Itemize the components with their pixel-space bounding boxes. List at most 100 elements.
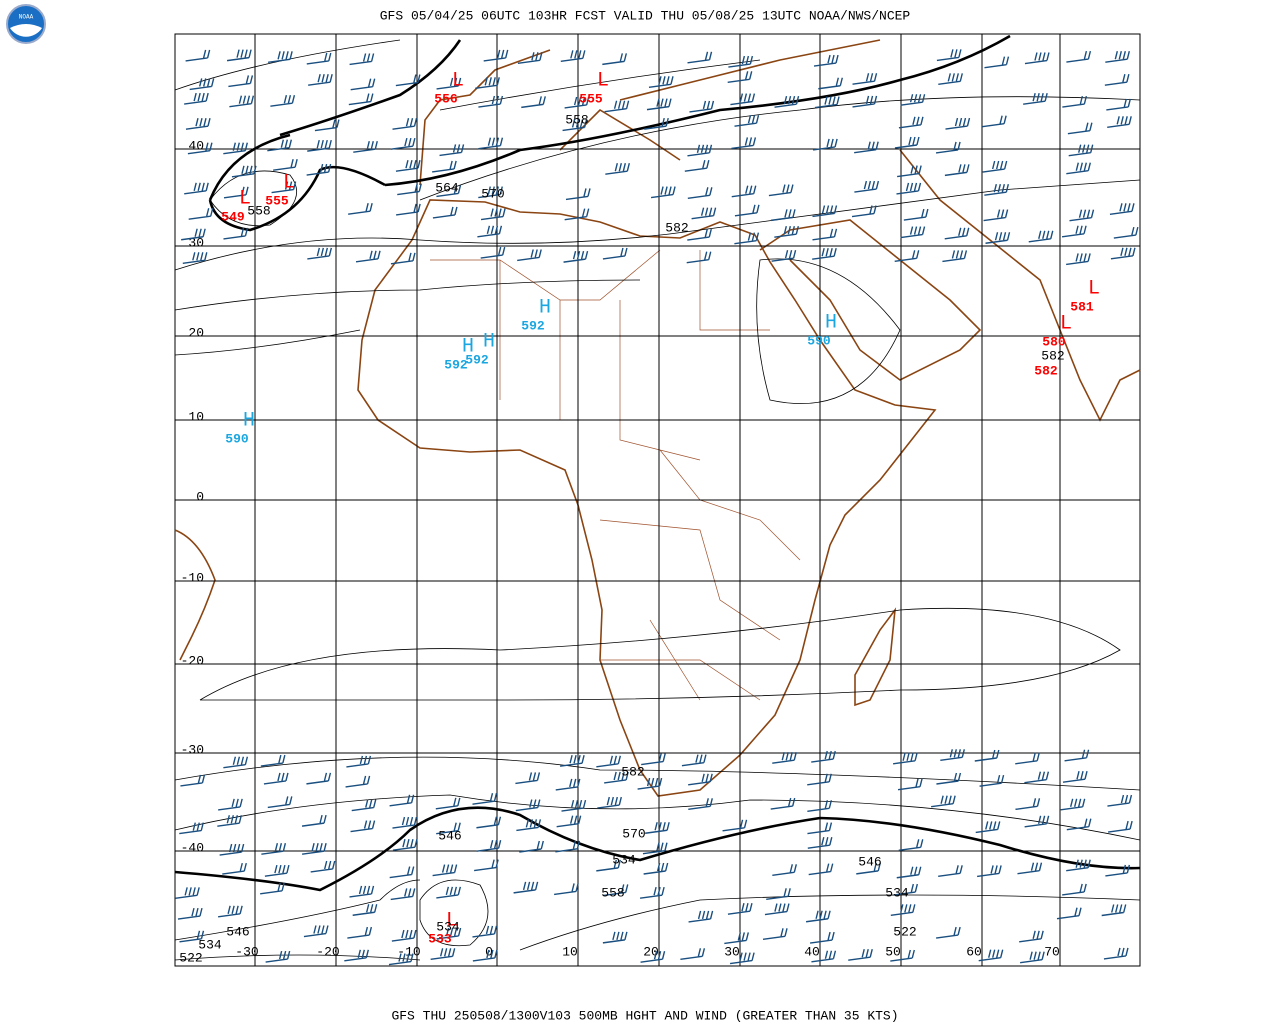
height-contour	[174, 879, 1141, 961]
wind-barb	[474, 859, 499, 872]
wind-barb	[646, 98, 672, 111]
wind-barb	[1104, 74, 1130, 86]
contour-label: 534	[198, 937, 222, 952]
wind-barb	[938, 865, 963, 878]
wind-barb	[392, 839, 418, 851]
longitude-label: 50	[885, 944, 901, 959]
wind-barb	[350, 820, 376, 833]
wind-barb	[432, 160, 457, 173]
wind-barb	[1113, 226, 1139, 239]
latitude-label: -40	[181, 840, 204, 855]
wind-barb	[645, 822, 670, 834]
wind-barb	[811, 950, 837, 963]
wind-barb	[596, 859, 621, 872]
wind-barb	[1060, 798, 1086, 811]
wind-barb	[1066, 818, 1092, 831]
wind-barb	[974, 749, 1000, 762]
wind-barb	[931, 795, 956, 808]
center-symbol: H	[462, 335, 474, 358]
contour-label: 534	[612, 852, 636, 867]
wind-barb	[897, 165, 922, 178]
wind-barb	[762, 928, 788, 941]
wind-barb	[1107, 820, 1133, 833]
contour-label: 546	[226, 924, 249, 939]
wind-barb	[347, 926, 373, 939]
wind-barb	[898, 116, 924, 129]
longitude-label: 70	[1044, 944, 1060, 959]
center-symbol: H	[243, 409, 255, 432]
wind-barb	[273, 158, 298, 171]
wind-barb	[812, 247, 837, 260]
wind-barb	[687, 144, 713, 157]
contour-label: 534	[885, 885, 909, 900]
wind-barb	[650, 186, 676, 199]
wind-barb	[515, 799, 541, 812]
wind-barb	[517, 52, 543, 65]
wind-barb	[728, 55, 754, 68]
center-symbol: L	[452, 69, 464, 92]
center-symbol: H	[539, 296, 551, 319]
wind-barb	[223, 756, 249, 769]
wind-barb	[307, 139, 332, 152]
wind-barb	[985, 232, 1011, 244]
latitude-label: 30	[188, 235, 204, 250]
wind-barb	[597, 796, 622, 809]
wind-barb	[1019, 930, 1044, 943]
wind-barb	[556, 815, 582, 828]
latitude-label: -10	[181, 570, 204, 585]
wind-barb	[984, 184, 1010, 196]
wind-barb	[687, 187, 713, 200]
wind-barb	[731, 185, 757, 198]
wind-barb	[935, 141, 961, 154]
wind-barb	[439, 144, 465, 157]
wind-barb	[1066, 253, 1091, 266]
wind-barb	[476, 816, 502, 829]
wind-barb	[229, 95, 255, 108]
wind-barb	[389, 794, 415, 807]
contour-label: 558	[565, 112, 588, 127]
wind-barb	[391, 929, 417, 942]
wind-barb	[349, 53, 375, 66]
wind-barb	[397, 183, 422, 196]
wind-barb	[983, 209, 1009, 222]
contour-label: 522	[893, 924, 916, 939]
wind-barb	[478, 95, 504, 108]
wind-barb	[1024, 52, 1050, 65]
wind-barb	[355, 250, 381, 263]
latitude-label: -20	[181, 653, 204, 668]
wind-barb	[303, 925, 329, 938]
center-value: 556	[434, 91, 458, 106]
wind-barb	[483, 49, 509, 62]
wind-barb	[729, 952, 755, 965]
wind-barb	[475, 77, 500, 90]
longitude-label: 30	[724, 944, 740, 959]
wind-barb	[436, 927, 462, 940]
contour-label: 570	[481, 186, 504, 201]
wind-barb	[814, 96, 840, 109]
wind-barb	[856, 862, 881, 875]
longitude-label: 10	[562, 944, 578, 959]
wind-barb	[184, 92, 209, 105]
wind-barb	[893, 883, 919, 896]
contour-label: 558	[601, 885, 624, 900]
center-value: 581	[1070, 299, 1094, 314]
wind-barb	[217, 815, 242, 827]
wind-barb	[348, 203, 373, 215]
wind-barb	[177, 907, 203, 920]
wind-barb	[349, 885, 375, 898]
wind-barb	[477, 225, 503, 238]
wind-barb	[263, 772, 289, 785]
wind-barb	[1066, 162, 1091, 175]
wind-barb	[1062, 771, 1088, 783]
wind-barb	[809, 931, 835, 944]
wind-barb	[1061, 225, 1087, 238]
wind-barb	[734, 115, 760, 127]
wind-barb	[260, 882, 285, 895]
wind-barb	[222, 862, 247, 875]
center-value: 592	[465, 352, 489, 367]
wind-barb	[519, 840, 544, 853]
wind-barb	[644, 117, 669, 130]
wind-barb	[808, 863, 834, 876]
wind-barb	[267, 139, 293, 152]
